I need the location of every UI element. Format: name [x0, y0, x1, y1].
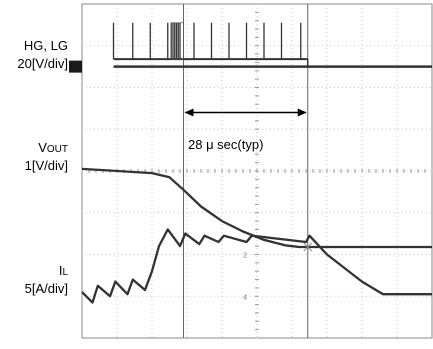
il-channel-label: IL: [58, 263, 68, 278]
plot-annotations: 24: [184, 108, 313, 301]
ground-marker: [69, 60, 82, 73]
gate-ringing: [170, 22, 184, 60]
timing-arrow-right-head: [297, 108, 307, 117]
vout-scale-label: 1[V/div]: [24, 158, 68, 173]
vout-channel-label: VOUT: [38, 140, 68, 155]
trace-il: [81, 228, 432, 304]
hg-lg-channel-label: HG, LG: [23, 38, 68, 53]
cursor-crossing-marker: [303, 242, 313, 252]
graticule-label: 4: [243, 294, 247, 301]
il-scale-label: 5[A/div]: [24, 281, 68, 296]
timing-annotation-label: 28 μ sec(typ): [186, 137, 266, 152]
graticule-label: 2: [243, 253, 247, 260]
waveform-traces: [69, 22, 432, 304]
timing-arrow-left-head: [184, 108, 194, 117]
hg-lg-scale-label: 20[V/div]: [17, 56, 68, 71]
